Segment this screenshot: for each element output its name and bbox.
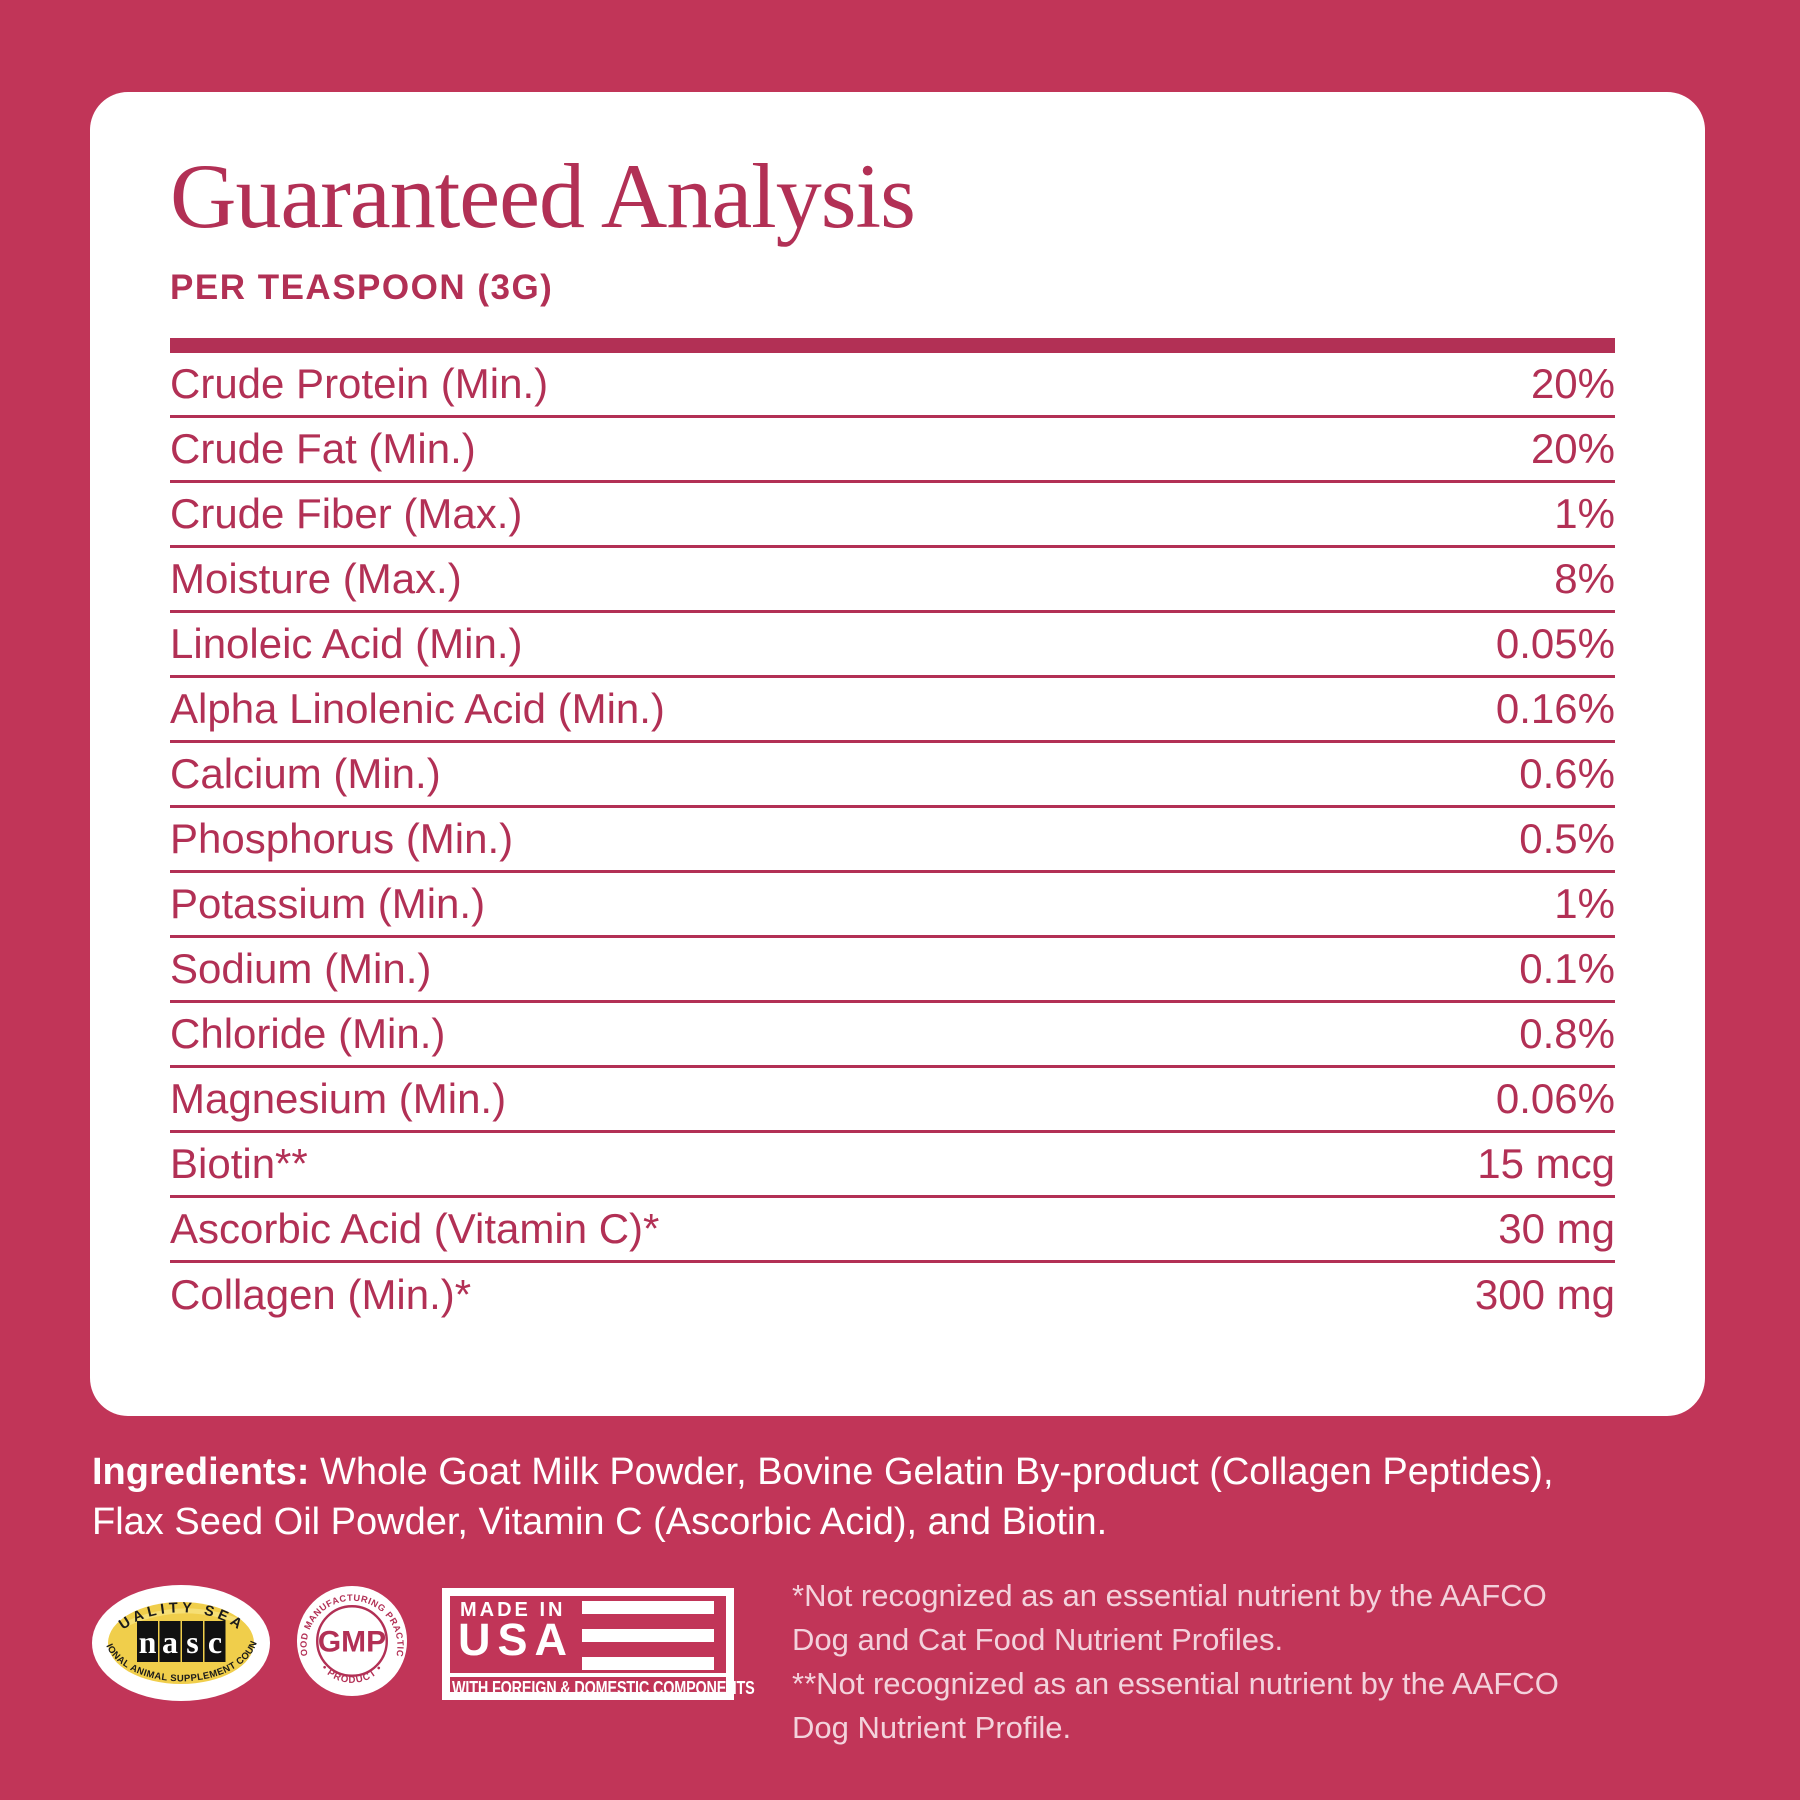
- aafco-footnotes: *Not recognized as an essential nutrient…: [792, 1574, 1592, 1750]
- page-title: Guaranteed Analysis: [170, 145, 916, 247]
- usa-divider: [450, 1673, 726, 1677]
- gmp-seal: GOOD MANUFACTURING PRACTICE GMP • PRODUC…: [296, 1585, 408, 1697]
- nutrient-value: 1%: [1554, 489, 1615, 537]
- made-in-usa-badge: MADE IN USA WITH FOREIGN & DOMESTIC COMP…: [442, 1588, 755, 1700]
- nutrient-label: Ascorbic Acid (Vitamin C)*: [170, 1204, 660, 1252]
- made-in-text: MADE IN: [460, 1599, 566, 1621]
- footnote-2-line1: **Not recognized as an essential nutrien…: [792, 1666, 1559, 1702]
- flag-stripe: [582, 1629, 714, 1642]
- nasc-letter-blocks: n a s c: [137, 1621, 226, 1662]
- nutrient-label: Calcium (Min.): [170, 749, 441, 797]
- nutrient-label: Moisture (Max.): [170, 554, 462, 602]
- nutrient-value: 20%: [1530, 359, 1615, 407]
- usa-components-text: WITH FOREIGN & DOMESTIC COMPONENTS: [452, 1678, 755, 1698]
- gmp-center-text: GMP: [318, 1626, 386, 1659]
- nutrient-label: Magnesium (Min.): [170, 1074, 507, 1122]
- footnote-1-line2: Dog and Cat Food Nutrient Profiles.: [792, 1622, 1284, 1658]
- flag-stripe: [582, 1657, 714, 1670]
- nasc-letter: c: [208, 1624, 222, 1660]
- ingredients-text: Ingredients: Whole Goat Milk Powder, Bov…: [92, 1447, 1682, 1547]
- table-row: Crude Fat (Min.) 20%: [170, 418, 1615, 483]
- table-row: Linoleic Acid (Min.) 0.05%: [170, 613, 1615, 678]
- analysis-table: Crude Protein (Min.) 20% Crude Fat (Min.)…: [170, 337, 1615, 1328]
- guaranteed-analysis-card: Guaranteed Analysis PER TEASPOON (3G) Cr…: [90, 92, 1705, 1416]
- nutrient-label: Collagen (Min.)*: [170, 1271, 472, 1319]
- nutrient-label: Linoleic Acid (Min.): [170, 619, 523, 667]
- nutrient-label: Biotin**: [170, 1139, 308, 1187]
- table-row: Chloride (Min.) 0.8%: [170, 1003, 1615, 1068]
- nutrient-label: Sodium (Min.): [170, 944, 432, 992]
- footnote-1-line1: *Not recognized as an essential nutrient…: [792, 1578, 1547, 1613]
- nutrient-value: 8%: [1554, 554, 1615, 602]
- usa-text: USA: [458, 1614, 575, 1665]
- nutrient-value: 0.5%: [1519, 814, 1615, 862]
- table-row: Moisture (Max.) 8%: [170, 548, 1615, 613]
- ingredients-line2: Flax Seed Oil Powder, Vitamin C (Ascorbi…: [92, 1501, 1108, 1544]
- table-row: Magnesium (Min.) 0.06%: [170, 1068, 1615, 1133]
- nutrient-label: Phosphorus (Min.): [170, 814, 514, 862]
- ingredients-label: Ingredients:: [92, 1451, 310, 1493]
- table-row: Potassium (Min.) 1%: [170, 873, 1615, 938]
- table-row: Crude Fiber (Max.) 1%: [170, 483, 1615, 548]
- table-row: Collagen (Min.)* 300 mg: [170, 1263, 1615, 1328]
- flag-stripe: [582, 1601, 714, 1614]
- footnote-2-line2: Dog Nutrient Profile.: [792, 1710, 1072, 1746]
- nutrient-value: 0.06%: [1495, 1074, 1615, 1122]
- table-row: Phosphorus (Min.) 0.5%: [170, 808, 1615, 873]
- nasc-letter: n: [139, 1624, 157, 1660]
- ingredients-line1: Whole Goat Milk Powder, Bovine Gelatin B…: [309, 1451, 1554, 1493]
- nasc-quality-seal: QUALITY SEAL n a s c NATIONAL ANIMAL SUP…: [90, 1583, 270, 1701]
- nutrient-value: 30 mg: [1498, 1204, 1615, 1252]
- nutrient-value: 20%: [1530, 424, 1615, 472]
- nutrient-value: 15 mcg: [1477, 1139, 1615, 1187]
- table-row: Calcium (Min.) 0.6%: [170, 743, 1615, 808]
- nutrient-value: 0.1%: [1519, 944, 1615, 992]
- table-row: Ascorbic Acid (Vitamin C)* 30 mg: [170, 1198, 1615, 1263]
- nutrient-value: 1%: [1554, 879, 1615, 927]
- nutrient-label: Crude Protein (Min.): [170, 359, 549, 407]
- nutrient-value: 0.6%: [1519, 749, 1615, 797]
- nutrient-label: Chloride (Min.): [170, 1009, 446, 1057]
- nasc-shine: [122, 1608, 239, 1628]
- table-row: Sodium (Min.) 0.1%: [170, 938, 1615, 1003]
- nasc-letter: a: [162, 1624, 178, 1660]
- nutrient-label: Potassium (Min.): [170, 879, 486, 927]
- nutrient-label: Crude Fat (Min.): [170, 424, 476, 472]
- table-row: Biotin** 15 mcg: [170, 1133, 1615, 1198]
- nasc-letter: s: [186, 1624, 198, 1660]
- nutrient-label: Crude Fiber (Max.): [170, 489, 523, 537]
- nutrient-value: 0.16%: [1495, 684, 1615, 732]
- gmp-inner-ring: [316, 1605, 388, 1677]
- table-row: Alpha Linolenic Acid (Min.) 0.16%: [170, 678, 1615, 743]
- table-row: Crude Protein (Min.) 20%: [170, 353, 1615, 418]
- serving-size-subtitle: PER TEASPOON (3G): [170, 267, 554, 307]
- nutrient-value: 0.05%: [1495, 619, 1615, 667]
- nutrient-value: 300 mg: [1474, 1271, 1615, 1319]
- nutrient-value: 0.8%: [1519, 1009, 1615, 1057]
- nutrient-label: Alpha Linolenic Acid (Min.): [170, 684, 665, 732]
